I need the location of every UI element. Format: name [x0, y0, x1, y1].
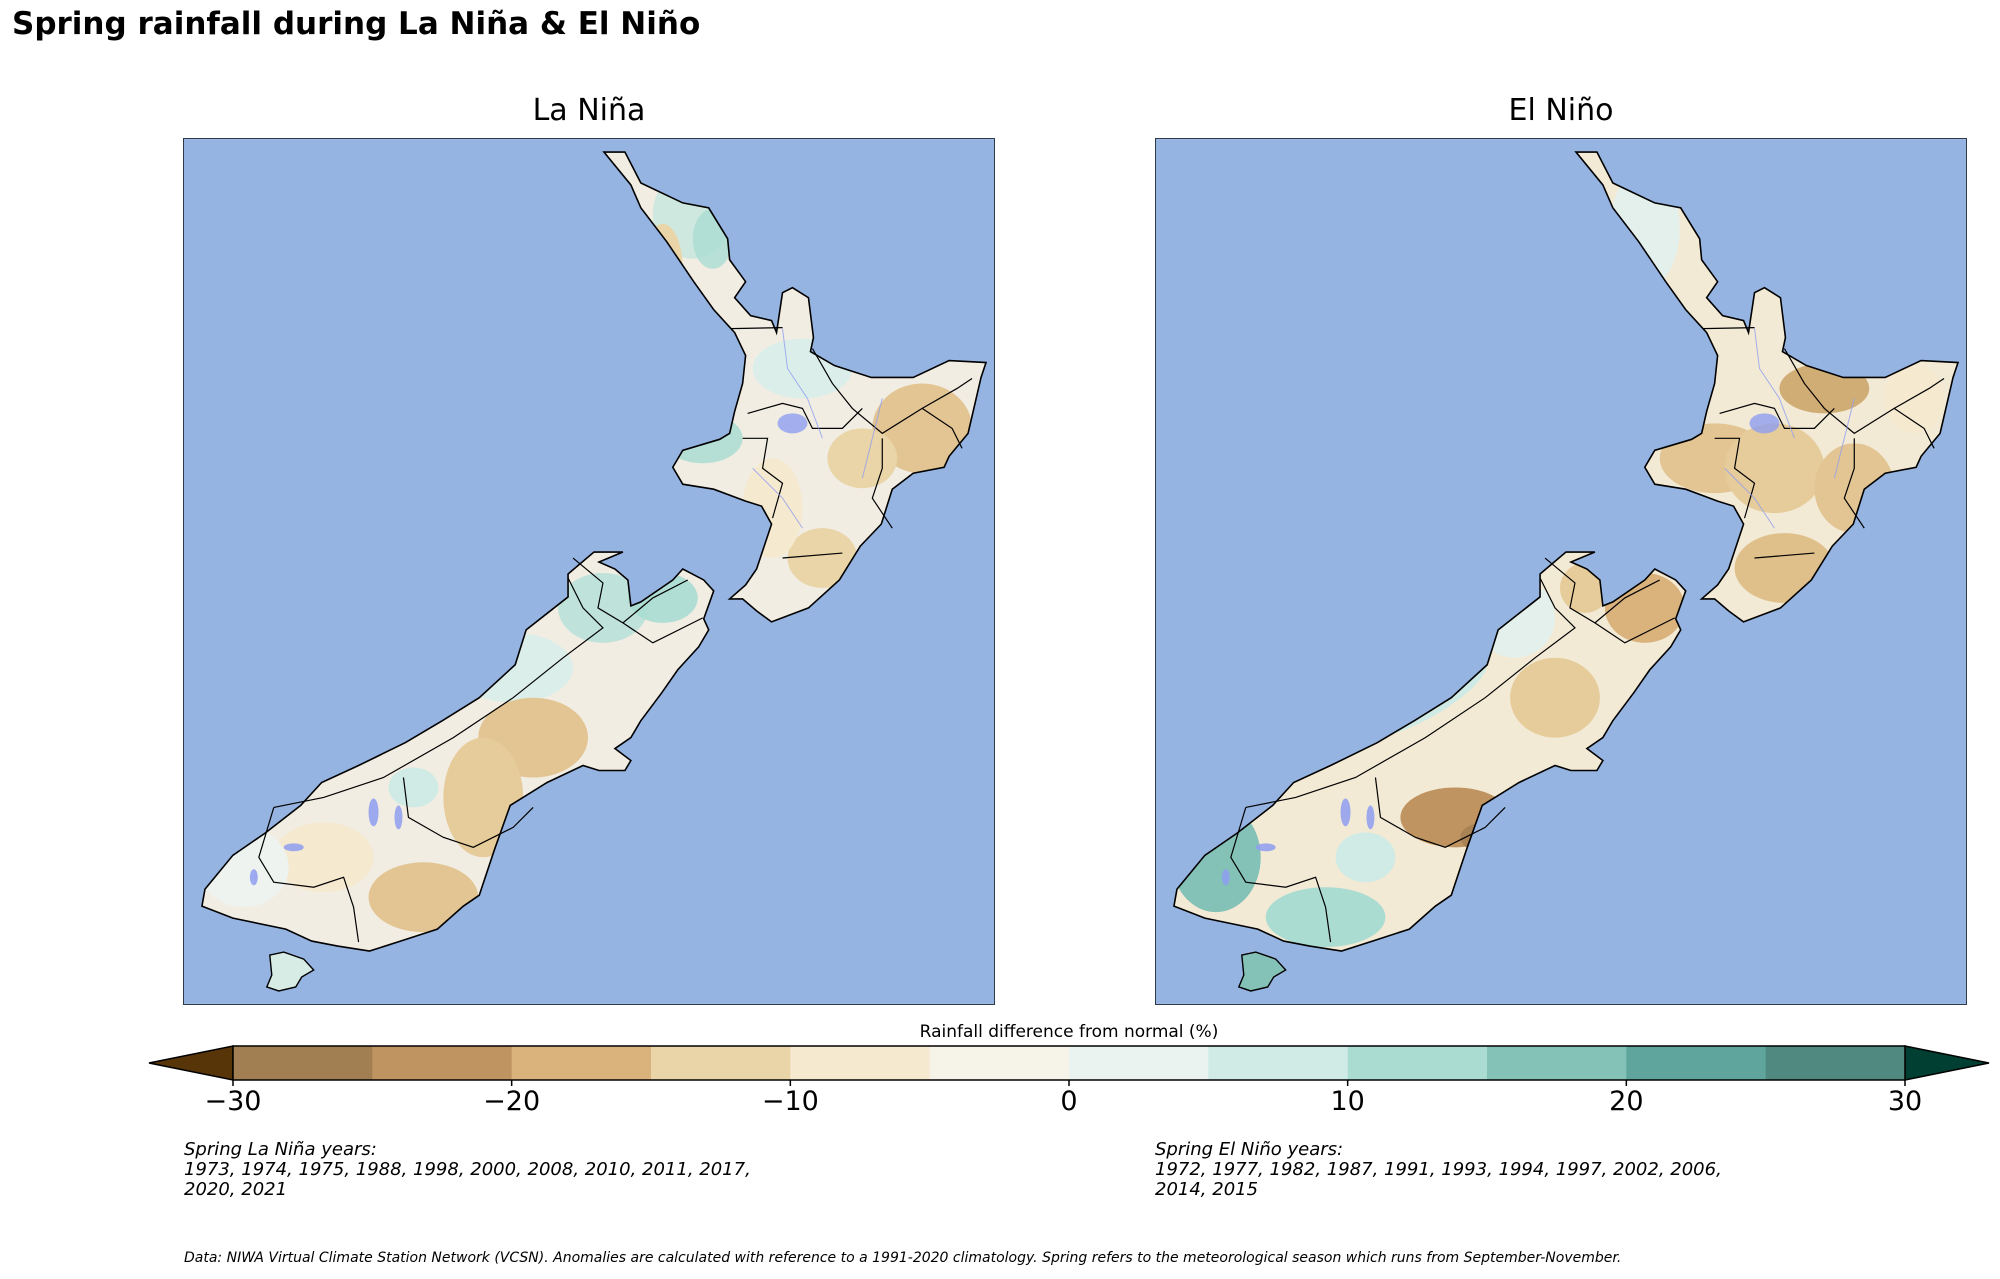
colorbar-tick-label: −10	[761, 1086, 819, 1117]
colorbar-tick-label: −30	[204, 1086, 262, 1117]
la-nina-title: La Niña	[532, 93, 646, 128]
colorbar-bin	[1069, 1046, 1209, 1080]
north-island-coast	[1574, 151, 1960, 623]
south-island-coast	[1173, 551, 1687, 952]
stewart-island	[265, 951, 315, 992]
colorbar-extend-low	[148, 1045, 234, 1081]
colorbar-tick-label: 20	[1609, 1086, 1644, 1117]
colorbar-bin	[511, 1046, 652, 1080]
el-nino-years-heading: Spring El Niño years:	[1155, 1139, 1344, 1160]
figure-title: Spring rainfall during La Niña & El Niño	[12, 6, 701, 42]
north-island-coast	[602, 151, 988, 623]
colorbar-bin	[1208, 1046, 1349, 1080]
colorbar-bin	[372, 1046, 513, 1080]
region-boundaries-ni	[1702, 327, 1945, 559]
colorbar-bin	[1347, 1046, 1488, 1080]
rivers-ni	[1724, 328, 1855, 529]
colorbar	[140, 1040, 2000, 1120]
region-boundaries-ni	[730, 327, 973, 559]
la-nina-years: Spring La Niña years: 1973, 1974, 1975, …	[184, 1140, 751, 1200]
region-boundaries-si	[1230, 557, 1675, 943]
el-nino-map	[1155, 138, 1967, 1005]
stewart-island	[1237, 951, 1287, 992]
lakes-si	[1221, 798, 1375, 886]
colorbar-label: Rainfall difference from normal (%)	[919, 1022, 1219, 1042]
colorbar-bin	[1626, 1046, 1767, 1080]
colorbar-tick-label: 30	[1887, 1086, 1923, 1117]
el-nino-years: Spring El Niño years: 1972, 1977, 1982, …	[1155, 1140, 1722, 1200]
el-nino-title: El Niño	[1508, 93, 1614, 128]
rivers-ni	[752, 328, 883, 529]
el-nino-years-line2: 2014, 2015	[1155, 1179, 1259, 1200]
la-nina-map	[183, 138, 995, 1005]
region-boundaries-si	[258, 557, 703, 943]
colorbar-tick-label: 10	[1330, 1086, 1365, 1117]
colorbar-bin	[790, 1046, 931, 1080]
colorbar-bin	[1487, 1046, 1627, 1080]
lakes-si	[249, 798, 403, 886]
south-island-coast	[201, 551, 715, 952]
colorbar-bin	[1765, 1046, 1906, 1080]
colorbar-tick-label: −20	[483, 1086, 541, 1117]
la-nina-years-line1: 1973, 1974, 1975, 1988, 1998, 2000, 2008…	[184, 1159, 751, 1180]
colorbar-bin	[233, 1046, 373, 1080]
la-nina-years-line2: 2020, 2021	[184, 1179, 288, 1200]
el-nino-panel: El Niño	[1155, 93, 1967, 1005]
colorbar-bin	[651, 1046, 791, 1080]
colorbar-extend-high	[1904, 1045, 1990, 1081]
el-nino-years-line1: 1972, 1977, 1982, 1987, 1991, 1993, 1994…	[1155, 1159, 1722, 1180]
la-nina-years-heading: Spring La Niña years:	[184, 1139, 377, 1160]
colorbar-tick-label: 0	[1060, 1086, 1078, 1117]
colorbar-bin	[929, 1046, 1070, 1080]
data-source-footnote: Data: NIWA Virtual Climate Station Netwo…	[184, 1250, 1622, 1266]
la-nina-panel: La Niña	[183, 93, 995, 1005]
